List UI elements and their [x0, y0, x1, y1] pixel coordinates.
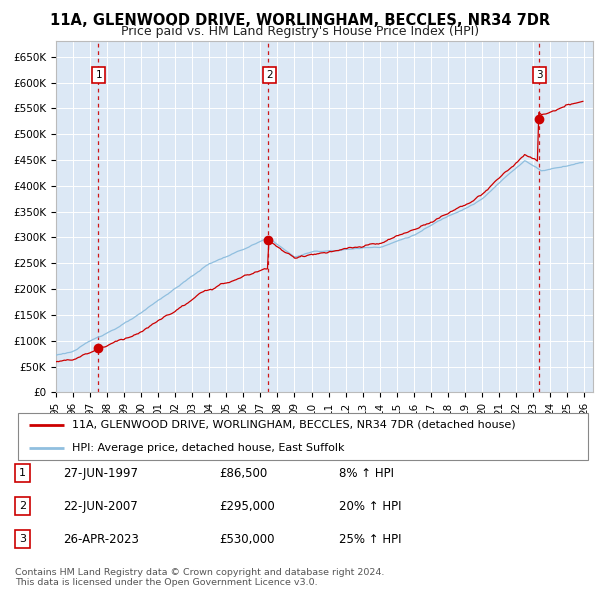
Text: Price paid vs. HM Land Registry's House Price Index (HPI): Price paid vs. HM Land Registry's House …	[121, 25, 479, 38]
Text: 1: 1	[95, 70, 102, 80]
Text: 11A, GLENWOOD DRIVE, WORLINGHAM, BECCLES, NR34 7DR: 11A, GLENWOOD DRIVE, WORLINGHAM, BECCLES…	[50, 13, 550, 28]
Text: 25% ↑ HPI: 25% ↑ HPI	[339, 533, 401, 546]
FancyBboxPatch shape	[18, 413, 588, 460]
Text: HPI: Average price, detached house, East Suffolk: HPI: Average price, detached house, East…	[71, 443, 344, 453]
Text: 3: 3	[19, 535, 26, 544]
Text: 27-JUN-1997: 27-JUN-1997	[63, 467, 138, 480]
Text: 2: 2	[266, 70, 272, 80]
Text: 2: 2	[19, 502, 26, 511]
Text: £86,500: £86,500	[219, 467, 267, 480]
Text: 8% ↑ HPI: 8% ↑ HPI	[339, 467, 394, 480]
Text: 26-APR-2023: 26-APR-2023	[63, 533, 139, 546]
Text: 3: 3	[536, 70, 542, 80]
Text: 20% ↑ HPI: 20% ↑ HPI	[339, 500, 401, 513]
Text: 22-JUN-2007: 22-JUN-2007	[63, 500, 138, 513]
Text: Contains HM Land Registry data © Crown copyright and database right 2024.
This d: Contains HM Land Registry data © Crown c…	[15, 568, 385, 587]
Text: £530,000: £530,000	[219, 533, 275, 546]
Text: 1: 1	[19, 468, 26, 478]
Text: 11A, GLENWOOD DRIVE, WORLINGHAM, BECCLES, NR34 7DR (detached house): 11A, GLENWOOD DRIVE, WORLINGHAM, BECCLES…	[71, 419, 515, 430]
Text: £295,000: £295,000	[219, 500, 275, 513]
